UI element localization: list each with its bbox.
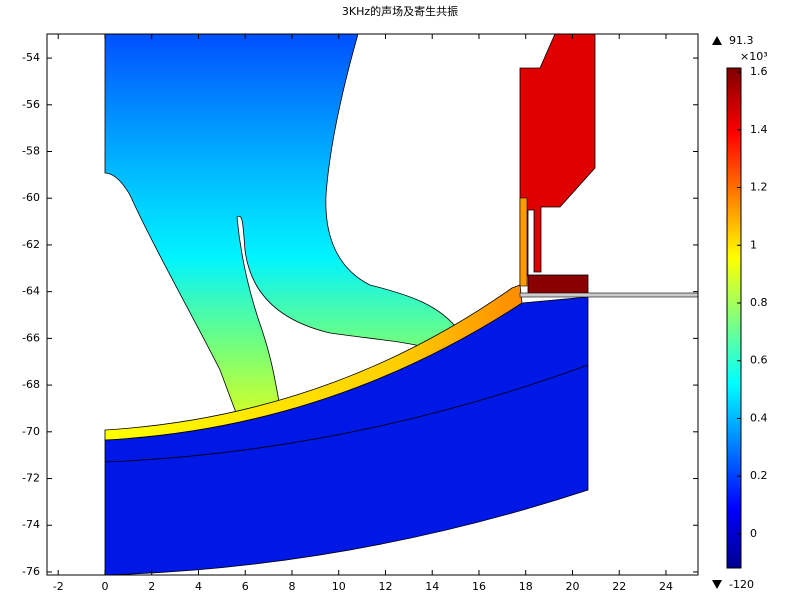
y-tick-label: -74 <box>22 518 40 531</box>
x-tick-label: 20 <box>565 580 579 593</box>
max-arrow <box>712 36 722 45</box>
y-tick-label: -64 <box>22 285 40 298</box>
x-tick-label: 4 <box>195 580 202 593</box>
red-block <box>519 34 596 287</box>
colorbar-tick-label: 0.2 <box>750 469 768 482</box>
y-tick-label: -56 <box>22 98 40 111</box>
y-tick-label: -66 <box>22 331 40 344</box>
x-tick-label: 14 <box>425 580 439 593</box>
y-tick-label: -58 <box>22 144 40 157</box>
inner-line <box>104 364 589 463</box>
field-plot <box>104 34 698 575</box>
colorbar <box>726 67 742 569</box>
x-tick-label: 18 <box>519 580 533 593</box>
y-tick-label: -68 <box>22 378 40 391</box>
colorbar-tick-label: 0.6 <box>750 354 768 367</box>
x-tick-label: -2 <box>53 580 64 593</box>
colorbar-tick-label: 0.8 <box>750 296 768 309</box>
colorbar-tick-label: 1.2 <box>750 181 768 194</box>
x-tick-label: 10 <box>332 580 346 593</box>
orange-strip <box>519 197 528 287</box>
x-tick-label: 16 <box>472 580 486 593</box>
x-tick-label: 24 <box>659 580 673 593</box>
y-tick-label: -54 <box>22 51 40 64</box>
colorbar-tick-label: 1.4 <box>750 123 768 136</box>
plot-frame <box>46 33 699 576</box>
x-tick-label: 22 <box>612 580 626 593</box>
x-tick-label: 6 <box>242 580 249 593</box>
y-tick-label: -70 <box>22 425 40 438</box>
max-label: 91.3 <box>729 34 754 47</box>
tube <box>519 292 698 298</box>
x-tick-label: 0 <box>101 580 108 593</box>
min-label: -120 <box>729 578 754 591</box>
colorbar-tick-label: 0 <box>750 527 757 540</box>
min-arrow <box>712 580 722 589</box>
chart-title: 3KHz的声场及寄生共振 <box>342 4 458 18</box>
dark-red-block <box>527 274 589 296</box>
x-tick-label: 2 <box>148 580 155 593</box>
x-tick-label: 8 <box>288 580 295 593</box>
y-tick-label: -60 <box>22 191 40 204</box>
y-tick-label: -72 <box>22 472 40 485</box>
y-tick-label: -62 <box>22 238 40 251</box>
y-tick-label: -76 <box>22 565 40 578</box>
colorbar-tick-label: 1.6 <box>750 65 768 78</box>
multiplier: ×10³ <box>740 50 768 63</box>
colorbar-tick-label: 1 <box>750 238 757 251</box>
x-tick-label: 12 <box>378 580 392 593</box>
colorbar-tick-label: 0.4 <box>750 411 768 424</box>
